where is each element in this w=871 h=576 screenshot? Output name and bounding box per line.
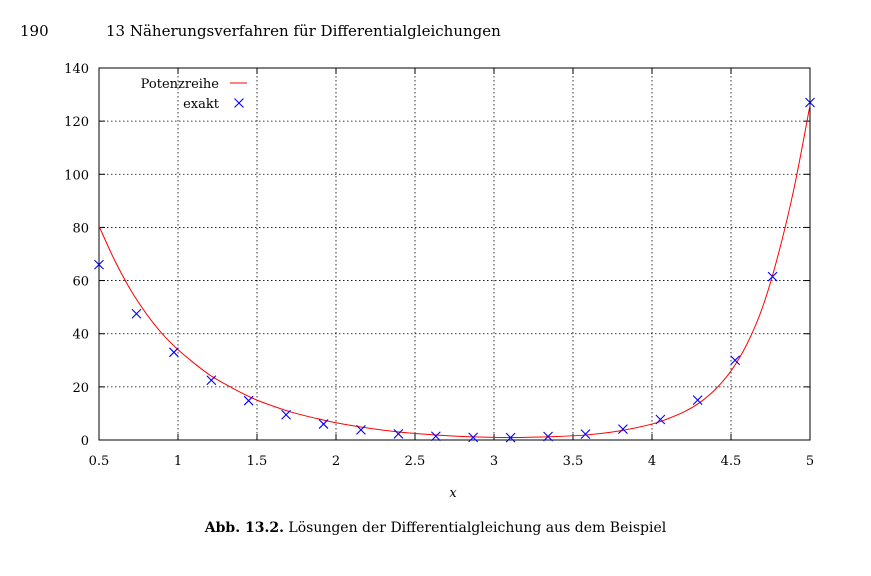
y-tick-label: 100 <box>64 168 89 183</box>
data-point-exakt <box>618 424 628 434</box>
data-point-exakt-stroke <box>206 375 217 386</box>
y-tick-label: 20 <box>72 381 89 396</box>
data-point-exakt <box>767 271 778 282</box>
x-tick-label: 3.5 <box>563 454 584 469</box>
data-point-exakt-stroke <box>805 97 815 108</box>
data-point-exakt <box>281 409 291 420</box>
data-point-exakt-stroke <box>730 355 740 366</box>
data-point-exakt <box>243 395 254 406</box>
y-tick-label: 140 <box>64 62 89 77</box>
data-point-exakt-stroke <box>618 424 628 434</box>
plot-frame <box>98 67 811 441</box>
y-tick-label: 40 <box>72 328 89 343</box>
y-tick-label: 60 <box>72 275 89 290</box>
y-tick-label: 120 <box>64 115 89 130</box>
legend-marker-swatch <box>234 98 244 108</box>
data-point-exakt <box>94 259 104 270</box>
data-point-exakt <box>655 414 666 425</box>
data-point-exakt-stroke <box>318 419 329 429</box>
caption-text: Lösungen der Differentialgleichung aus d… <box>283 520 667 536</box>
data-point-exakt-stroke <box>655 414 666 425</box>
x-tick-label: 3 <box>490 454 498 469</box>
y-tick-labels: 0 20 40 60 80 100 120 140 <box>64 62 89 449</box>
data-point-exakt <box>692 395 703 406</box>
axis-ticks <box>98 67 811 441</box>
data-point-exakt-stroke <box>169 347 179 358</box>
data-point-exakt-stroke <box>94 259 104 270</box>
data-point-exakt-stroke <box>131 308 142 319</box>
x-tick-label: 4 <box>648 454 656 469</box>
x-tick-label: 2.5 <box>405 454 426 469</box>
figure-caption: Abb. 13.2. Lösungen der Differentialglei… <box>0 520 871 536</box>
data-point-exakt <box>393 428 404 439</box>
legend-label: exakt <box>183 97 220 112</box>
x-tick-label: 2 <box>332 454 340 469</box>
caption-label: Abb. 13.2. <box>204 520 284 536</box>
data-point-exakt <box>468 432 479 443</box>
data-point-exakt-stroke <box>393 428 404 439</box>
data-point-exakt <box>169 347 179 358</box>
data-point-exakt <box>580 429 591 440</box>
data-point-exakt-stroke <box>356 425 366 435</box>
data-point-exakt <box>805 97 815 108</box>
data-point-exakt <box>430 431 441 442</box>
series-layer <box>94 97 815 443</box>
x-axis-label: x <box>449 486 457 501</box>
data-point-exakt <box>505 432 516 443</box>
series-line-potenzreihe <box>98 105 811 438</box>
x-tick-label: 5 <box>806 454 814 469</box>
legend: Potenzreihe exakt <box>141 77 247 112</box>
y-tick-label: 80 <box>72 221 89 236</box>
data-point-exakt-stroke <box>505 432 516 443</box>
x-tick-label: 1.5 <box>247 454 268 469</box>
figure-chart: 0.5 1 1.5 2 2.5 3 3.5 4 4.5 5 020406080100120140 … <box>64 62 815 501</box>
data-point-exakt <box>730 355 740 366</box>
data-point-exakt-stroke <box>580 429 591 440</box>
data-point-exakt <box>543 431 553 442</box>
data-point-exakt-stroke <box>468 432 479 443</box>
data-point-exakt <box>318 419 329 429</box>
legend-label: Potenzreihe <box>141 77 220 92</box>
page-number: 190 <box>20 22 49 40</box>
data-point-exakt-stroke <box>543 431 553 442</box>
data-point-exakt-stroke <box>281 409 291 420</box>
legend-marker-swatch-stroke <box>234 98 244 108</box>
x-tick-label: 0.5 <box>89 454 110 469</box>
x-tick-label: 4.5 <box>721 454 742 469</box>
data-point-exakt-stroke <box>692 395 703 406</box>
grid-lines <box>99 68 810 440</box>
chapter-title: 13 Näherungsverfahren für Differentialgl… <box>106 22 501 40</box>
data-point-exakt <box>206 375 217 386</box>
data-point-exakt-stroke <box>243 395 254 406</box>
data-point-exakt <box>356 425 366 435</box>
data-point-exakt-stroke <box>767 271 778 282</box>
x-tick-label: 1 <box>174 454 182 469</box>
x-tick-labels: 0.5 1 1.5 2 2.5 3 3.5 4 4.5 5 <box>89 454 814 469</box>
data-point-exakt <box>131 308 142 319</box>
data-point-exakt-stroke <box>430 431 441 442</box>
y-tick-label: 0 <box>81 434 89 449</box>
